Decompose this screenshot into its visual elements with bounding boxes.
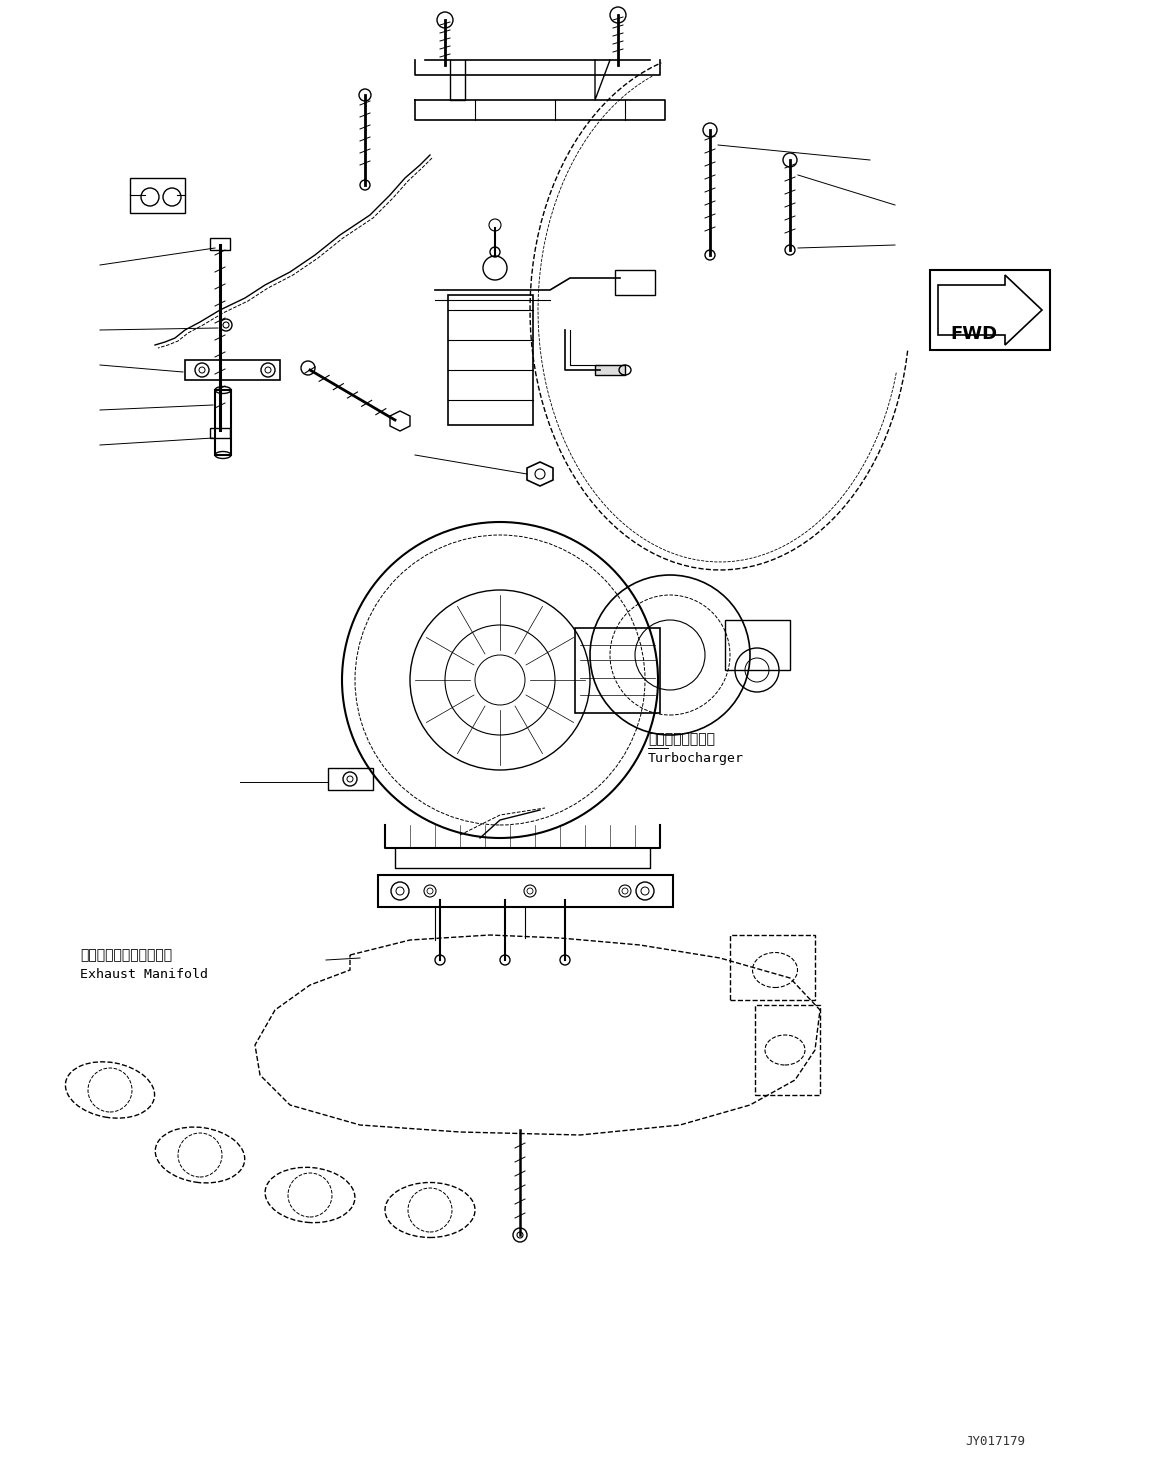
Bar — [210, 427, 229, 438]
Bar — [378, 875, 673, 907]
Text: Exhaust Manifold: Exhaust Manifold — [80, 967, 208, 980]
Text: JY017179: JY017179 — [965, 1436, 1025, 1447]
Bar — [184, 360, 280, 379]
Circle shape — [342, 772, 357, 786]
Bar — [755, 1005, 820, 1096]
Bar — [327, 767, 374, 789]
Text: ターボチャージャ: ターボチャージャ — [648, 732, 715, 746]
Bar — [130, 178, 184, 213]
Bar — [575, 627, 660, 713]
Bar — [725, 620, 790, 670]
Bar — [730, 935, 815, 999]
Bar — [449, 295, 533, 425]
Bar — [930, 270, 1050, 350]
Bar — [210, 238, 229, 249]
Bar — [615, 270, 655, 295]
Text: FWD: FWD — [950, 325, 997, 343]
Text: エキゾーストマニホルド: エキゾーストマニホルド — [80, 948, 172, 961]
Text: Turbocharger: Turbocharger — [648, 751, 744, 765]
Bar — [595, 365, 625, 375]
Bar — [214, 390, 231, 455]
